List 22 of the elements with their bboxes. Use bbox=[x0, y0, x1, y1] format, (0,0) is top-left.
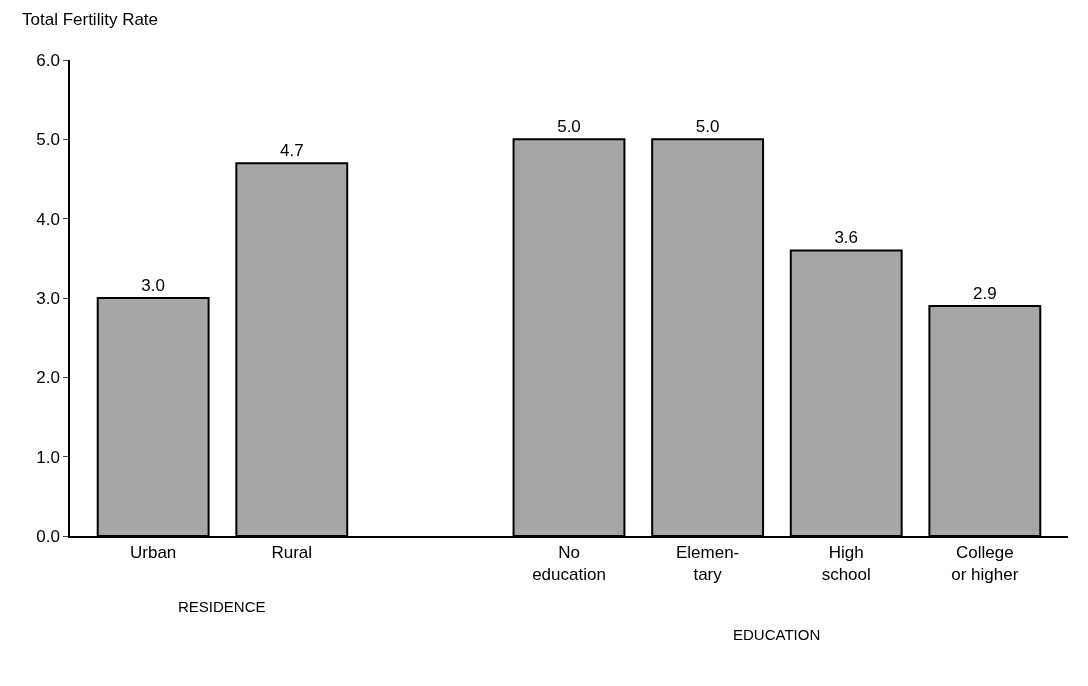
x-tick-label: No education bbox=[532, 543, 606, 585]
x-tick-label: Urban bbox=[130, 543, 177, 563]
data-label: 5.0 bbox=[695, 117, 720, 137]
y-tick-label: 3.0 bbox=[36, 288, 60, 308]
data-label: 2.9 bbox=[973, 283, 997, 303]
y-tick-label: 6.0 bbox=[36, 50, 60, 70]
text: EDUCATION bbox=[733, 626, 821, 643]
x-tick-label: College or higher bbox=[951, 543, 1019, 585]
y-tick-label: 1.0 bbox=[36, 447, 60, 467]
y-tick-label: 5.0 bbox=[36, 130, 60, 150]
text: RESIDENCE bbox=[178, 598, 266, 615]
x-tick-label: Rural bbox=[271, 543, 313, 563]
y-tick-label: 4.0 bbox=[36, 209, 60, 229]
data-label: 4.7 bbox=[279, 141, 304, 161]
data-label: 3.6 bbox=[834, 228, 859, 248]
data-label: 3.0 bbox=[141, 276, 165, 295]
x-tick-label: High school bbox=[821, 543, 871, 585]
y-tick-label: 2.0 bbox=[36, 368, 60, 388]
y-axis-title: Total Fertility Rate bbox=[22, 10, 159, 29]
y-tick-label: 0.0 bbox=[36, 526, 60, 546]
x-tick-label: Elemen- tary bbox=[675, 543, 740, 585]
data-label: 5.0 bbox=[557, 117, 581, 137]
